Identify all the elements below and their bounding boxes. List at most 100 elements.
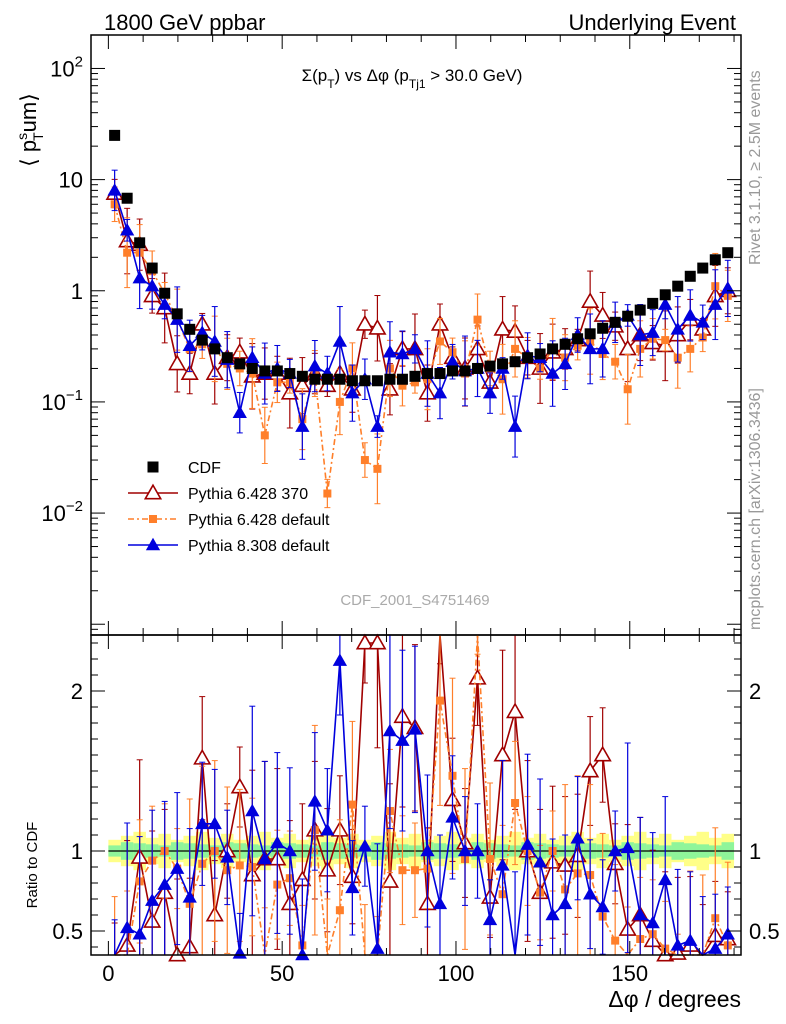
main-data-point (355, 314, 374, 331)
ratio-data-point (457, 843, 473, 857)
ratio-data-point (435, 696, 444, 705)
main-data-point (359, 375, 371, 387)
main-data-point (334, 373, 346, 385)
main-y-tick-label: 102 (50, 53, 83, 81)
main-data-point (234, 358, 246, 370)
ratio-data-point (168, 945, 187, 962)
ratio-data-point (670, 938, 685, 951)
main-data-point (146, 262, 158, 274)
main-data-point (497, 358, 509, 370)
main-data-point (683, 308, 698, 321)
main-data-point (123, 248, 132, 257)
main-data-point (708, 297, 723, 310)
main-data-point (196, 334, 208, 346)
legend-label: CDF (188, 460, 221, 477)
main-data-point (209, 343, 221, 355)
main-data-point (119, 223, 135, 236)
ratio-data-point (195, 816, 210, 830)
main-data-point (473, 315, 482, 324)
main-data-point (482, 385, 498, 399)
ratio-data-point (170, 861, 185, 874)
ratio-ylabel: Ratio to CDF (24, 822, 41, 909)
ratio-data-point (432, 896, 448, 910)
main-data-point (511, 344, 520, 353)
main-data-point (134, 237, 146, 249)
main-data-point (109, 129, 121, 141)
main-data-point (159, 287, 171, 299)
ratio-data-point (282, 843, 297, 857)
main-data-point (709, 254, 721, 266)
main-data-point (368, 318, 387, 335)
legend-label: Pythia 6.428 default (188, 512, 330, 529)
x-axis-label: Δφ / degrees (608, 986, 741, 1012)
main-data-point (609, 316, 621, 328)
main-data-point (545, 366, 560, 379)
main-data-point (572, 333, 584, 345)
main-data-point (335, 397, 344, 406)
ratio-data-point (505, 702, 525, 719)
main-data-point (180, 364, 199, 381)
main-y-tick-label: 10−2 (41, 498, 83, 526)
main-data-point (534, 348, 546, 360)
ratio-data-point (348, 800, 357, 809)
main-data-point (407, 341, 423, 355)
ratio-data-point (595, 899, 610, 913)
main-data-point (171, 308, 183, 320)
ratio-panel: 0.5 0.5 1 1 2 2 0 50 100 150 Ratio to CDF Δφ / de… (24, 633, 780, 1012)
ratio-y-tick-label-right: 0.5 (749, 919, 780, 944)
ratio-data-point (683, 933, 698, 946)
ratio-data-point (355, 633, 374, 650)
ratio-data-point (220, 850, 235, 863)
main-data-point (396, 373, 408, 385)
main-data-point (472, 362, 484, 374)
ratio-data-point (307, 794, 323, 807)
ratio-data-point (557, 896, 573, 910)
ratio-data-point (581, 761, 600, 778)
legend-marker (147, 461, 159, 473)
main-data-point (259, 365, 271, 377)
main-data-point (321, 373, 333, 385)
ratio-data-point (145, 893, 160, 906)
main-data-point (345, 385, 360, 399)
ratio-data-point (520, 837, 535, 850)
ratio-data-point (332, 653, 348, 666)
main-y-tick-label: 1 (71, 279, 83, 304)
main-data-point (522, 352, 534, 364)
main-ylabel: ⟨ psTum⟩ (14, 93, 46, 167)
ratio-data-point (295, 947, 310, 961)
main-data-point (672, 280, 684, 292)
main-data-point (582, 341, 598, 355)
ratio-data-point (257, 851, 272, 865)
main-data-point (595, 341, 610, 355)
main-data-point (373, 464, 382, 473)
ratio-data-point (608, 843, 623, 857)
main-data-point (121, 192, 133, 204)
main-data-point (323, 489, 332, 498)
ratio-data-point (410, 866, 419, 875)
main-data-point (309, 373, 321, 385)
ratio-frame (90, 634, 742, 956)
main-data-point (370, 419, 385, 432)
main-data-point (658, 297, 673, 310)
main-data-point (384, 373, 396, 385)
main-data-point (557, 356, 573, 370)
main-data-point (446, 365, 458, 377)
ratio-data-point (357, 838, 373, 852)
main-data-point (695, 315, 710, 328)
ratio-data-point (157, 877, 172, 890)
main-data-point (647, 297, 659, 309)
main-data-point (722, 247, 734, 259)
ratio-data-point (570, 830, 585, 844)
ratio-data-point (380, 871, 400, 888)
main-data-point (332, 334, 348, 347)
ratio-series-line (114, 634, 729, 957)
ratio-data-point (620, 840, 635, 854)
ratio-x-tick-label: 50 (270, 961, 294, 986)
main-data-point (623, 385, 632, 394)
ratio-data-point (720, 926, 735, 940)
legend-marker (149, 515, 157, 523)
side-label-bottom: mcplots.cern.ch [arXiv:1306.3436] (747, 388, 764, 630)
watermark: CDF_2001_S4751469 (340, 592, 489, 609)
main-series-0 (109, 129, 734, 387)
main-data-point (410, 378, 419, 387)
